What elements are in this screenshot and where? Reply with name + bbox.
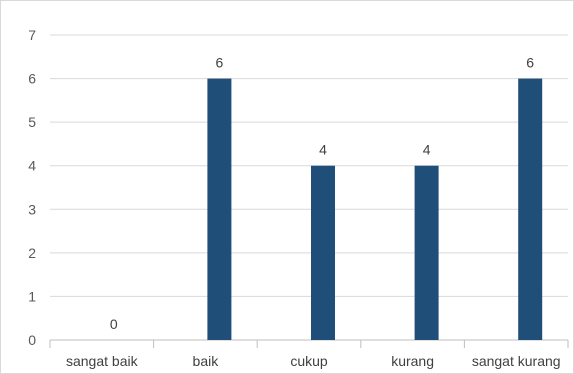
category-label: sangat kurang xyxy=(472,353,561,369)
bar xyxy=(518,78,543,341)
category-label: baik xyxy=(193,353,220,369)
bar xyxy=(207,78,232,341)
y-tick-label: 5 xyxy=(28,114,36,130)
y-tick-label: 7 xyxy=(28,27,36,43)
y-tick-label: 3 xyxy=(28,201,36,217)
y-tick-label: 6 xyxy=(28,71,36,87)
y-tick-label: 2 xyxy=(28,245,36,261)
category-label: cukup xyxy=(290,353,328,369)
bar xyxy=(311,165,335,340)
category-label: sangat baik xyxy=(66,353,139,369)
data-label: 4 xyxy=(319,142,327,158)
data-label: 0 xyxy=(110,316,118,332)
bar xyxy=(414,165,439,340)
data-label: 4 xyxy=(423,142,431,158)
y-tick-label: 1 xyxy=(28,288,36,304)
y-tick-label: 4 xyxy=(28,158,36,174)
y-tick-label: 0 xyxy=(28,332,36,348)
category-label: kurang xyxy=(391,353,434,369)
data-label: 6 xyxy=(526,55,534,71)
data-label: 6 xyxy=(216,55,224,71)
